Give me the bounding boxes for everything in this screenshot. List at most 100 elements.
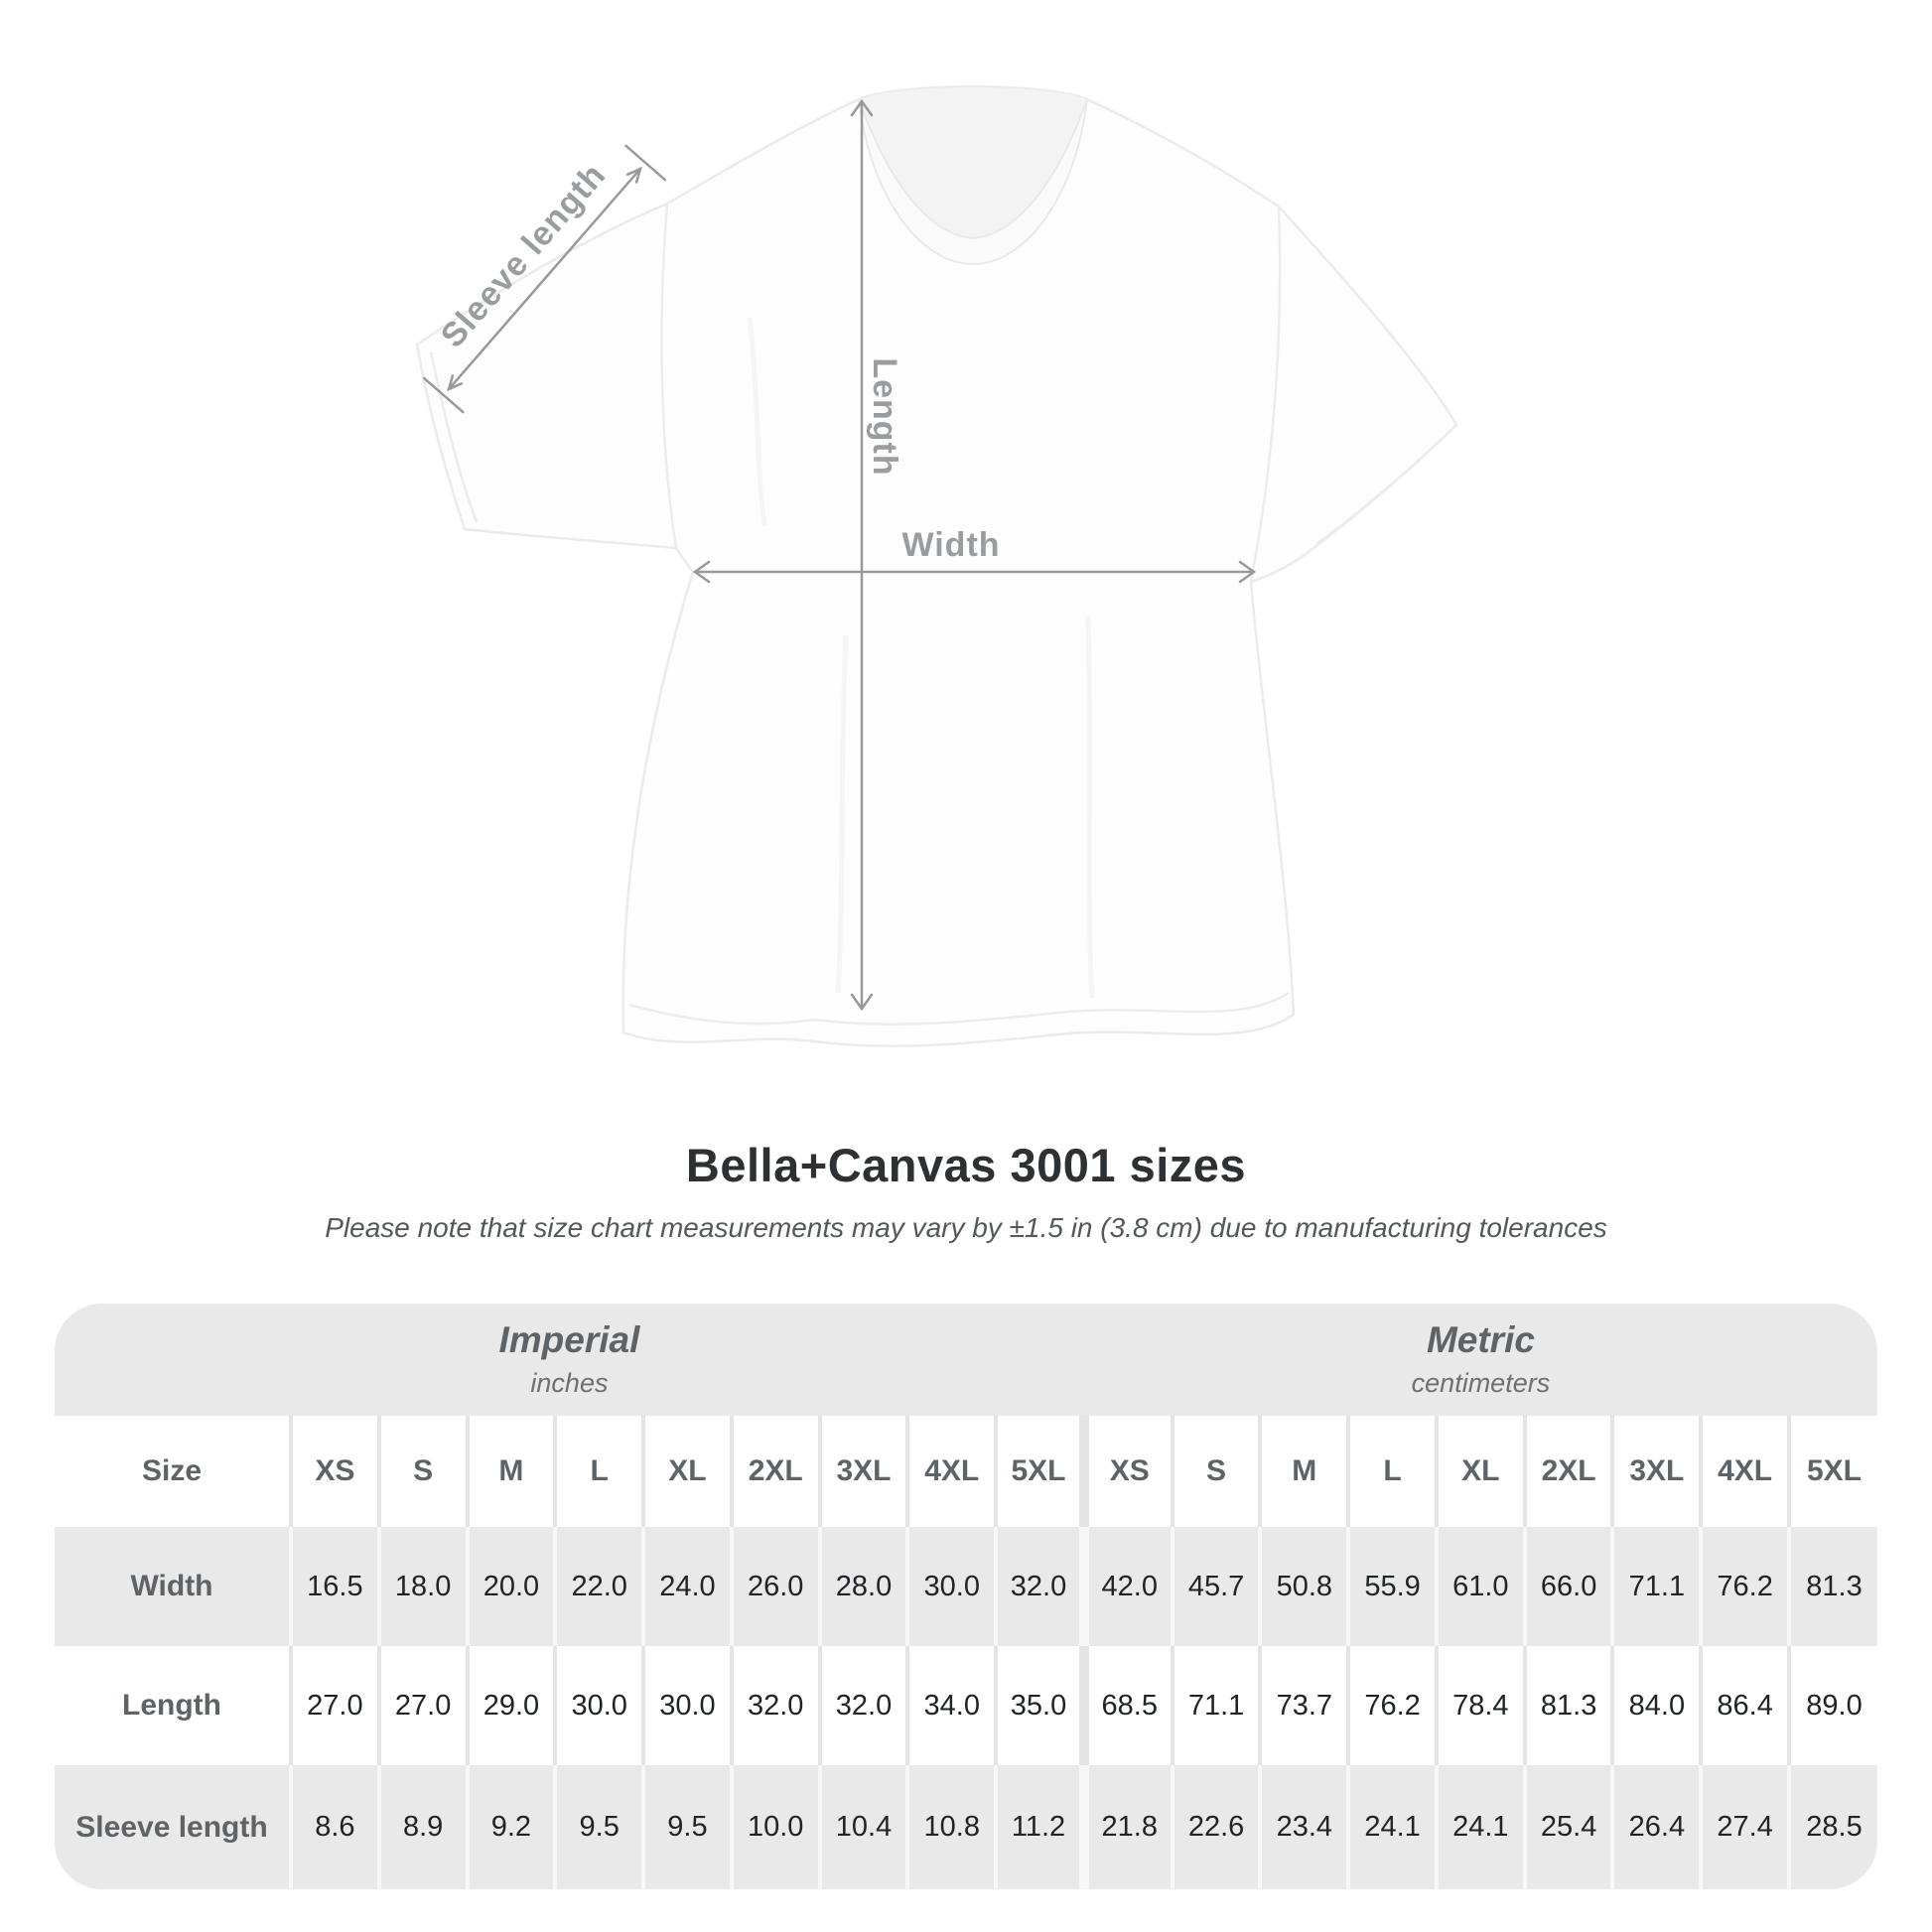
tshirt-graphic: Sleeve length Length Width — [415, 85, 1458, 1047]
value-cell: 22.6 — [1170, 1765, 1261, 1889]
size-header-row: Size XS S M L XL 2XL 3XL 4XL 5XL XS S M … — [55, 1416, 1877, 1527]
value-cell: 84.0 — [1610, 1646, 1702, 1765]
width-arrow — [692, 560, 1257, 584]
row-label-sleeve-length: Sleeve length — [55, 1765, 291, 1889]
row-label-width: Width — [55, 1527, 291, 1646]
tshirt-measurement-diagram: Sleeve length Length Width — [415, 85, 1458, 1047]
size-header-imperial-s: S — [376, 1416, 468, 1527]
size-header-metric-m: M — [1258, 1416, 1349, 1527]
value-cell: 10.0 — [729, 1765, 820, 1889]
heading: Bella+Canvas 3001 sizes Please note that… — [0, 1138, 1932, 1244]
width-label: Width — [901, 526, 1000, 564]
unit-header-imperial: Imperial inches — [55, 1304, 1084, 1416]
size-header-metric-2xl: 2XL — [1522, 1416, 1613, 1527]
value-cell: 34.0 — [905, 1646, 997, 1765]
value-cell: 24.0 — [641, 1527, 732, 1646]
value-cell: 23.4 — [1258, 1765, 1349, 1889]
sleeve-length-arrow — [422, 144, 667, 414]
value-cell: 45.7 — [1170, 1527, 1261, 1646]
value-cell: 81.3 — [1522, 1646, 1613, 1765]
value-cell: 32.0 — [729, 1646, 820, 1765]
value-cell: 18.0 — [376, 1527, 468, 1646]
size-header-imperial-2xl: 2XL — [729, 1416, 820, 1527]
value-cell: 26.0 — [729, 1527, 820, 1646]
value-cell: 27.0 — [376, 1646, 468, 1765]
value-cell: 9.2 — [465, 1765, 556, 1889]
page-subtitle: Please note that size chart measurements… — [325, 1212, 1607, 1243]
length-arrow — [850, 98, 874, 1012]
size-header-metric-4xl: 4XL — [1699, 1416, 1790, 1527]
value-cell: 50.8 — [1258, 1527, 1349, 1646]
value-cell: 29.0 — [465, 1646, 556, 1765]
size-header-metric-xl: XL — [1434, 1416, 1525, 1527]
value-cell: 27.0 — [289, 1646, 379, 1765]
value-cell: 30.0 — [641, 1646, 732, 1765]
value-cell: 10.4 — [817, 1765, 908, 1889]
value-cell: 9.5 — [553, 1765, 644, 1889]
size-header-imperial-5xl: 5XL — [994, 1416, 1084, 1527]
value-cell: 26.4 — [1610, 1765, 1702, 1889]
value-cell: 8.6 — [289, 1765, 379, 1889]
value-cell: 9.5 — [641, 1765, 732, 1889]
size-header-imperial-l: L — [553, 1416, 644, 1527]
value-cell: 32.0 — [994, 1527, 1084, 1646]
value-cell: 30.0 — [553, 1646, 644, 1765]
size-header-imperial-xl: XL — [641, 1416, 732, 1527]
size-header-imperial-4xl: 4XL — [905, 1416, 997, 1527]
value-cell: 81.3 — [1787, 1527, 1877, 1646]
length-label: Length — [866, 357, 903, 476]
value-cell: 61.0 — [1434, 1527, 1525, 1646]
table-row-length: Length 27.0 27.0 29.0 30.0 30.0 32.0 32.… — [55, 1646, 1877, 1765]
size-header-metric-xs: XS — [1078, 1416, 1173, 1527]
value-cell: 8.9 — [376, 1765, 468, 1889]
value-cell: 27.4 — [1699, 1765, 1790, 1889]
value-cell: 42.0 — [1078, 1527, 1173, 1646]
page-title: Bella+Canvas 3001 sizes — [685, 1139, 1247, 1191]
size-header-metric-s: S — [1170, 1416, 1261, 1527]
value-cell: 21.8 — [1078, 1765, 1173, 1889]
value-cell: 78.4 — [1434, 1646, 1525, 1765]
unit-header-row: Imperial inches Metric centimeters — [55, 1304, 1877, 1416]
size-header-metric-5xl: 5XL — [1787, 1416, 1877, 1527]
value-cell: 28.5 — [1787, 1765, 1877, 1889]
row-label-length: Length — [55, 1646, 291, 1765]
value-cell: 32.0 — [817, 1646, 908, 1765]
size-header-imperial-m: M — [465, 1416, 556, 1527]
value-cell: 28.0 — [817, 1527, 908, 1646]
value-cell: 24.1 — [1346, 1765, 1437, 1889]
value-cell: 71.1 — [1610, 1527, 1702, 1646]
value-cell: 71.1 — [1170, 1646, 1261, 1765]
value-cell: 76.2 — [1346, 1646, 1437, 1765]
value-cell: 76.2 — [1699, 1527, 1790, 1646]
value-cell: 55.9 — [1346, 1527, 1437, 1646]
size-table: Imperial inches Metric centimeters Size … — [55, 1304, 1877, 1889]
value-cell: 20.0 — [465, 1527, 556, 1646]
size-header-imperial-xs: XS — [289, 1416, 379, 1527]
tshirt-silhouette — [415, 85, 1458, 1047]
metric-label: Metric — [1426, 1319, 1535, 1361]
imperial-sublabel: inches — [530, 1368, 609, 1398]
table-row-width: Width 16.5 18.0 20.0 22.0 24.0 26.0 28.0… — [55, 1527, 1877, 1646]
value-cell: 30.0 — [905, 1527, 997, 1646]
size-col-header: Size — [55, 1416, 291, 1527]
value-cell: 86.4 — [1699, 1646, 1790, 1765]
value-cell: 66.0 — [1522, 1527, 1613, 1646]
value-cell: 35.0 — [994, 1646, 1084, 1765]
value-cell: 10.8 — [905, 1765, 997, 1889]
size-header-metric-l: L — [1346, 1416, 1437, 1527]
size-header-imperial-3xl: 3XL — [817, 1416, 908, 1527]
size-header-metric-3xl: 3XL — [1610, 1416, 1702, 1527]
value-cell: 73.7 — [1258, 1646, 1349, 1765]
value-cell: 25.4 — [1522, 1765, 1613, 1889]
table-row-sleeve-length: Sleeve length 8.6 8.9 9.2 9.5 9.5 10.0 1… — [55, 1765, 1877, 1889]
imperial-label: Imperial — [498, 1319, 640, 1361]
value-cell: 11.2 — [994, 1765, 1084, 1889]
value-cell: 68.5 — [1078, 1646, 1173, 1765]
size-table-container: Imperial inches Metric centimeters Size … — [55, 1304, 1877, 1889]
value-cell: 16.5 — [289, 1527, 379, 1646]
value-cell: 89.0 — [1787, 1646, 1877, 1765]
value-cell: 22.0 — [553, 1527, 644, 1646]
value-cell: 24.1 — [1434, 1765, 1525, 1889]
unit-header-metric: Metric centimeters — [1083, 1304, 1877, 1416]
metric-sublabel: centimeters — [1411, 1368, 1551, 1398]
